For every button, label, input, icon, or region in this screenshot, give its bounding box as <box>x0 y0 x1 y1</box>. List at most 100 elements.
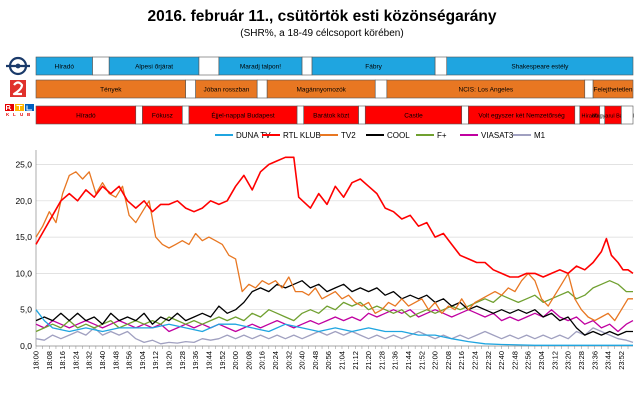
x-tick-label: 20:24 <box>271 351 280 370</box>
y-tick-label: 25,0 <box>15 160 32 170</box>
x-tick-label: 20:40 <box>298 351 307 370</box>
x-tick-label: 19:28 <box>178 351 187 370</box>
x-tick-label: 18:56 <box>125 351 134 370</box>
x-tick-label: 18:40 <box>98 351 107 370</box>
x-tick-label: 23:52 <box>617 351 626 370</box>
x-tick-label: 23:12 <box>550 351 559 370</box>
program-label: Jóban rosszban <box>203 86 249 93</box>
series-line-duna-tv <box>35 309 633 346</box>
program-block <box>198 56 220 76</box>
program-block <box>358 105 366 125</box>
x-tick-label: 22:24 <box>471 351 480 370</box>
program-block <box>256 79 268 99</box>
x-tick-label: 21:36 <box>391 351 400 370</box>
x-tick-label: 19:20 <box>165 351 174 370</box>
program-block <box>182 105 190 125</box>
program-label: Éjjel-nappal Budapest <box>211 110 274 119</box>
x-tick-label: 19:36 <box>191 351 200 370</box>
x-tick-label: 22:48 <box>510 351 519 370</box>
x-tick-label: 23:20 <box>564 351 573 370</box>
legend-label: VIASAT3 <box>481 131 514 140</box>
program-label: Híradó <box>582 113 599 119</box>
y-tick-label: 0,0 <box>20 341 32 351</box>
x-tick-label: 21:12 <box>351 351 360 370</box>
program-label: Castle <box>404 112 423 119</box>
svg-text:U: U <box>20 112 23 117</box>
x-tick-label: 23:36 <box>590 351 599 370</box>
program-label: Barátok közt <box>313 112 349 119</box>
program-block <box>301 56 313 76</box>
x-tick-label: 22:08 <box>444 351 453 370</box>
x-tick-label: 21:28 <box>377 351 386 370</box>
x-tick-label: 21:52 <box>417 351 426 370</box>
legend-label: TV2 <box>341 131 356 140</box>
series-line-m1 <box>35 327 634 345</box>
program-block <box>374 79 388 99</box>
x-tick-label: 22:40 <box>497 351 506 370</box>
program-label: Fábry <box>365 63 382 70</box>
series-line-tv2 <box>35 171 633 322</box>
program-label: Maradj talpon! <box>240 63 281 70</box>
legend-label: RTL KLUB <box>283 131 321 140</box>
program-label: Fókusz <box>152 112 173 119</box>
legend: DUNA TV RTL KLUB TV2 COOL F+ VIASAT3 M1 <box>215 131 546 140</box>
x-tick-label: 22:16 <box>457 351 466 370</box>
program-block <box>92 56 110 76</box>
program-label: NCIS: Los Angeles <box>459 86 514 93</box>
x-tick-label: 20:08 <box>244 351 253 370</box>
program-block <box>592 79 634 99</box>
chart-subtitle: (SHR%, a 18-49 célcsoport körében) <box>240 28 404 39</box>
x-tick-label: 19:52 <box>218 351 227 370</box>
legend-label: F+ <box>437 131 447 140</box>
y-axis: 0,0 5,0 10,0 15,0 20,0 25,0 <box>15 150 37 351</box>
y-tick-label: 20,0 <box>15 196 32 206</box>
x-tick-label: 23:04 <box>537 351 546 370</box>
x-tick-label: 19:44 <box>204 351 213 370</box>
program-block <box>446 56 634 76</box>
x-tick-label: 18:24 <box>71 351 80 370</box>
program-block <box>584 79 594 99</box>
x-tick-label: 22:00 <box>431 351 440 370</box>
x-tick-label: 20:32 <box>284 351 293 370</box>
svg-text:K: K <box>6 112 10 117</box>
x-axis: 18:00 18:08 18:16 18:24 18:32 18:40 18:48 18:56… <box>32 346 629 370</box>
x-tick-label: 23:44 <box>604 351 613 370</box>
legend-label: COOL <box>387 131 410 140</box>
x-tick-label: 21:20 <box>364 351 373 370</box>
x-tick-label: 19:12 <box>151 351 160 370</box>
y-tick-label: 10,0 <box>15 268 32 278</box>
m1-logo-icon <box>6 56 30 76</box>
x-tick-label: 21:04 <box>337 351 346 370</box>
series-lines <box>35 156 634 346</box>
program-block <box>296 105 305 125</box>
svg-text:L: L <box>13 112 16 117</box>
program-block <box>621 105 634 125</box>
tv2-logo-icon <box>10 80 26 97</box>
y-tick-label: 15,0 <box>15 232 32 242</box>
grid <box>36 164 633 347</box>
x-tick-label: 23:28 <box>577 351 586 370</box>
program-label: Magánnyomozók <box>296 86 346 93</box>
x-tick-label: 20:16 <box>258 351 267 370</box>
x-tick-label: 18:16 <box>58 351 67 370</box>
chart-title: 2016. február 11., csütörtök esti közöns… <box>147 8 497 25</box>
series-line-rtl-klub <box>35 156 634 278</box>
program-block <box>185 79 196 99</box>
program-block <box>434 56 448 76</box>
program-label: Felejthetetlen <box>594 86 633 93</box>
x-tick-label: 18:48 <box>111 351 120 370</box>
x-tick-label: 20:48 <box>311 351 320 370</box>
x-tick-label: 20:56 <box>324 351 333 370</box>
program-block <box>574 105 581 125</box>
x-tick-label: 18:08 <box>45 351 54 370</box>
program-block <box>135 105 143 125</box>
program-label: Tények <box>100 86 122 93</box>
x-tick-label: 22:32 <box>484 351 493 370</box>
program-label: Híradó <box>76 112 96 119</box>
program-label: Shakespeare estély <box>511 63 569 70</box>
y-tick-label: 5,0 <box>20 305 32 315</box>
program-block <box>461 105 469 125</box>
